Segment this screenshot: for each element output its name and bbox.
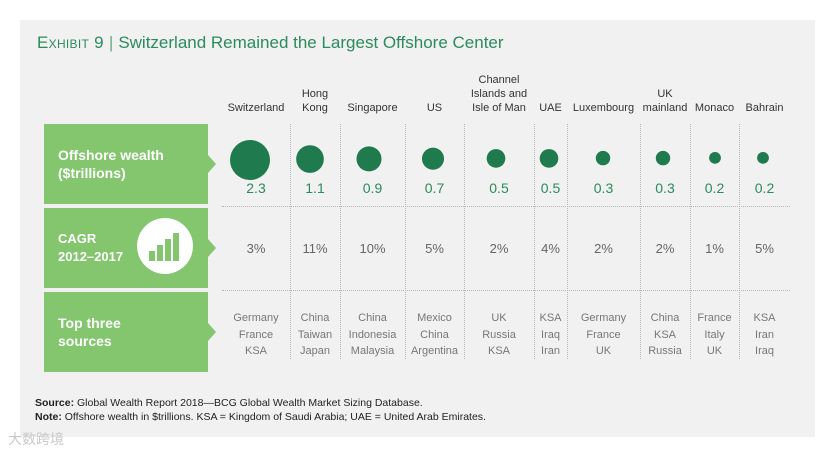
wealth-value-switzerland: 2.3: [246, 180, 266, 196]
country-header-switzerland: Switzerland: [227, 102, 285, 114]
cagr-value-bahrain: 5%: [755, 241, 774, 256]
column-divider: [534, 124, 535, 359]
note-text: Offshore wealth in $trillions. KSA = Kin…: [61, 411, 486, 423]
wealth-value-channel-islands-and-isle-of-man: 0.5: [489, 180, 509, 196]
wealth-value-monaco: 0.2: [704, 180, 725, 196]
bar-chart-icon: [137, 218, 193, 274]
top-sources-luxembourg: Germany France UK: [580, 312, 627, 357]
wealth-value-uae: 0.5: [540, 180, 561, 196]
row-label-cagr-text: CAGR 2012–2017: [58, 231, 124, 264]
country-header-hong-kong: Hong Kong: [301, 88, 329, 114]
wealth-bubble-channel-islands-and-isle-of-man: [486, 149, 506, 168]
country-header-monaco: Monaco: [694, 102, 735, 114]
wealth-bubble-bahrain: [757, 151, 769, 164]
row-label-top-sources: Top three sources: [44, 292, 216, 372]
wealth-bubble-luxembourg: [595, 150, 611, 166]
column-divider: [464, 124, 465, 359]
column-divider: [567, 124, 568, 359]
title-separator: |: [108, 33, 114, 52]
column-divider: [690, 124, 691, 359]
country-header-uae: UAE: [539, 102, 562, 114]
cagr-value-luxembourg: 2%: [594, 241, 613, 256]
country-header-us: US: [426, 102, 443, 114]
top-sources-singapore: China Indonesia Malaysia: [348, 312, 397, 357]
note-line: Note: Offshore wealth in $trillions. KSA…: [35, 411, 486, 423]
wealth-bubble-singapore: [356, 146, 382, 172]
top-sources-switzerland: Germany France KSA: [233, 312, 279, 357]
wealth-bubble-us: [421, 147, 445, 170]
row-label-sources-text: Top three sources: [58, 315, 121, 349]
cagr-value-singapore: 10%: [359, 241, 386, 256]
country-header-luxembourg: Luxembourg: [572, 102, 635, 114]
top-sources-channel-islands-and-isle-of-man: UK Russia KSA: [482, 312, 516, 357]
wealth-bubble-monaco: [709, 151, 721, 164]
country-header-uk-mainland: UK mainland: [642, 88, 688, 114]
top-sources-uae: KSA Iraq Iran: [539, 312, 562, 357]
row-label-wealth-text: Offshore wealth ($trillions): [58, 147, 164, 181]
watermark: 大数跨境: [8, 431, 64, 447]
column-divider: [290, 124, 291, 359]
note-label: Note:: [35, 411, 62, 423]
row-divider-2: [222, 290, 790, 291]
cagr-value-hong-kong: 11%: [302, 241, 328, 256]
column-divider: [405, 124, 406, 359]
column-divider: [640, 124, 641, 359]
wealth-bubble-uk-mainland: [655, 150, 671, 166]
column-divider: [739, 124, 740, 359]
top-sources-hong-kong: China Taiwan Japan: [297, 312, 333, 357]
wealth-bubble-switzerland: [230, 140, 270, 180]
wealth-value-hong-kong: 1.1: [305, 180, 325, 196]
cagr-value-uae: 4%: [541, 241, 560, 256]
wealth-value-uk-mainland: 0.3: [655, 180, 675, 196]
cagr-value-monaco: 1%: [705, 241, 724, 256]
wealth-bubble-hong-kong: [296, 145, 324, 173]
wealth-value-bahrain: 0.2: [754, 180, 775, 196]
cagr-value-switzerland: 3%: [246, 241, 266, 256]
row-divider-1: [222, 206, 790, 207]
wealth-bubble-uae: [539, 149, 559, 168]
cagr-value-uk-mainland: 2%: [655, 241, 675, 256]
top-sources-us: Mexico China Argentina: [410, 312, 459, 357]
source-label: Source:: [35, 397, 75, 409]
cagr-value-us: 5%: [425, 241, 444, 256]
country-header-singapore: Singapore: [347, 102, 398, 114]
cagr-value-channel-islands-and-isle-of-man: 2%: [489, 241, 509, 256]
wealth-value-luxembourg: 0.3: [593, 180, 614, 196]
country-header-bahrain: Bahrain: [745, 102, 784, 114]
column-divider: [340, 124, 341, 359]
top-sources-monaco: France Italy UK: [697, 312, 732, 357]
wealth-value-us: 0.7: [424, 180, 445, 196]
country-header-channel-islands-and-isle-of-man: Channel Islands and Isle of Man: [470, 74, 528, 114]
exhibit-number: Exhibit 9: [37, 33, 104, 52]
exhibit-title: Exhibit 9 | Switzerland Remained the Large…: [37, 33, 504, 53]
top-sources-uk-mainland: China KSA Russia: [648, 312, 682, 357]
wealth-value-singapore: 0.9: [362, 180, 383, 196]
top-sources-bahrain: KSA Iran Iraq: [753, 312, 776, 357]
title-text: Switzerland Remained the Largest Offshor…: [118, 33, 504, 52]
row-label-offshore-wealth: Offshore wealth ($trillions): [44, 124, 216, 204]
source-text: Global Wealth Report 2018—BCG Global Wea…: [74, 397, 423, 409]
source-line: Source: Global Wealth Report 2018—BCG Gl…: [35, 397, 423, 409]
